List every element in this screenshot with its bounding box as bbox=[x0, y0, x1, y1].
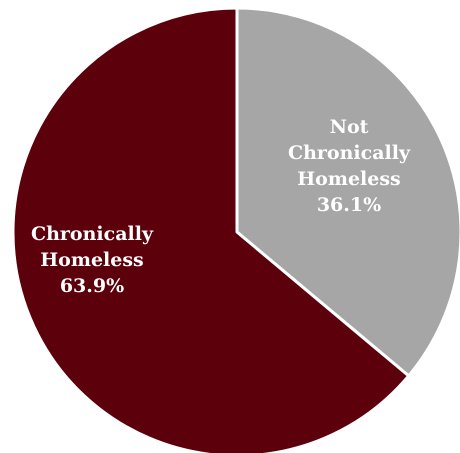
slice-category-label: Chronically bbox=[31, 223, 154, 245]
slice-category-label: Chronically bbox=[288, 142, 411, 164]
slice-label-0: Not Chronically Homeless 36.1% bbox=[288, 116, 411, 216]
slice-value-label: 63.9% bbox=[60, 275, 124, 297]
slice-label-1: Chronically Homeless 63.9% bbox=[31, 223, 154, 297]
pie-labels: Not Chronically Homeless 36.1% Chronically Ho… bbox=[31, 116, 411, 297]
pie-slices bbox=[11, 6, 460, 453]
slice-category-label: Not bbox=[330, 116, 369, 138]
slice-value-label: 36.1% bbox=[317, 194, 381, 216]
pie-slice-0 bbox=[235, 6, 460, 378]
slice-category-label: Homeless bbox=[40, 249, 144, 271]
slice-category-label: Homeless bbox=[297, 168, 401, 190]
pie-slice-1 bbox=[11, 6, 411, 453]
